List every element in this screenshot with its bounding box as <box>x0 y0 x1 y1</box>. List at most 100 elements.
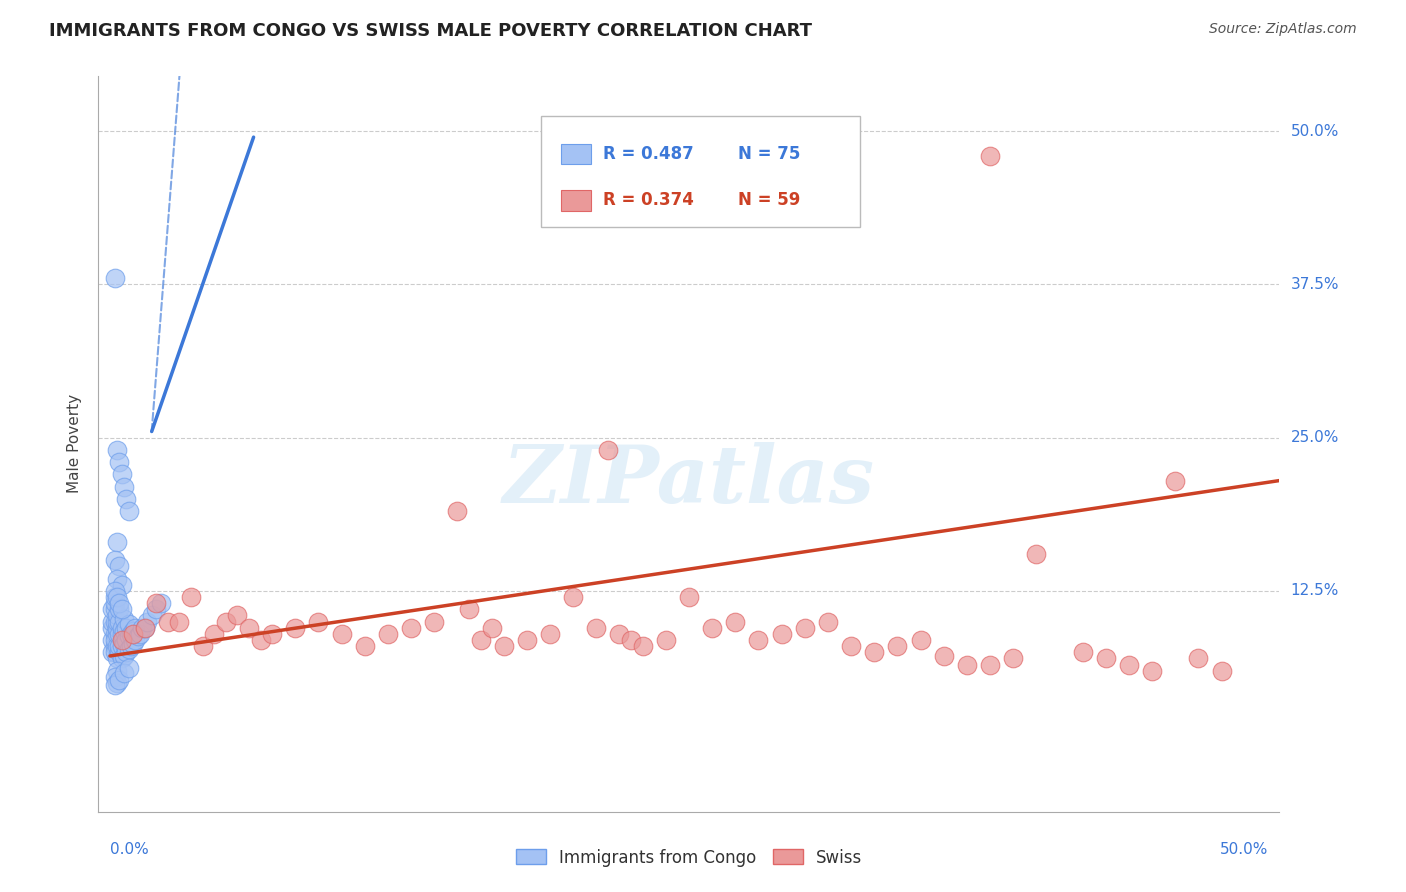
Point <box>129 627 152 641</box>
FancyBboxPatch shape <box>561 144 591 164</box>
Point <box>191 639 214 653</box>
Point <box>110 627 132 641</box>
Point <box>377 627 399 641</box>
Text: N = 59: N = 59 <box>738 192 800 210</box>
Point <box>215 615 238 629</box>
Point <box>117 617 139 632</box>
Point <box>134 621 156 635</box>
Point <box>127 629 149 643</box>
Point <box>104 645 127 659</box>
Point <box>117 629 139 643</box>
Point <box>101 615 124 629</box>
Point <box>105 627 128 641</box>
Point <box>104 602 127 616</box>
Point <box>307 615 329 629</box>
Point <box>145 602 167 616</box>
Point <box>105 572 128 586</box>
Text: R = 0.374: R = 0.374 <box>603 192 693 210</box>
Point <box>1211 664 1233 678</box>
Point <box>886 639 908 653</box>
Point <box>104 633 127 648</box>
Point <box>1164 474 1187 488</box>
Point <box>101 602 124 616</box>
Point <box>108 559 131 574</box>
Point <box>956 657 979 672</box>
Text: 37.5%: 37.5% <box>1291 277 1339 292</box>
Point <box>238 621 260 635</box>
Point <box>492 639 515 653</box>
Point <box>110 602 132 616</box>
Point <box>562 590 585 604</box>
Point <box>770 627 793 641</box>
Point <box>104 590 127 604</box>
FancyBboxPatch shape <box>561 190 591 211</box>
Point <box>112 480 135 494</box>
Point <box>631 639 654 653</box>
Point <box>932 648 955 663</box>
Point <box>724 615 747 629</box>
Point <box>202 627 225 641</box>
Point <box>108 615 131 629</box>
Point <box>399 621 422 635</box>
Point <box>863 645 886 659</box>
Point <box>115 633 138 648</box>
Point <box>226 608 249 623</box>
Point <box>105 608 128 623</box>
Point <box>585 621 607 635</box>
Point <box>112 666 135 681</box>
Point <box>1140 664 1163 678</box>
Point <box>105 676 128 690</box>
Y-axis label: Male Poverty: Male Poverty <box>67 394 83 493</box>
Text: N = 75: N = 75 <box>738 145 800 163</box>
Point <box>117 661 139 675</box>
Point <box>124 621 146 635</box>
Point <box>104 678 127 692</box>
Point <box>108 627 131 641</box>
Point <box>104 596 127 610</box>
FancyBboxPatch shape <box>541 116 860 227</box>
Point <box>1187 651 1209 665</box>
Point <box>122 624 145 639</box>
Point <box>910 633 932 648</box>
Point <box>124 633 146 648</box>
Text: IMMIGRANTS FROM CONGO VS SWISS MALE POVERTY CORRELATION CHART: IMMIGRANTS FROM CONGO VS SWISS MALE POVE… <box>49 22 813 40</box>
Point <box>180 590 202 604</box>
Point <box>596 442 619 457</box>
Point <box>104 670 127 684</box>
Point <box>104 639 127 653</box>
Point <box>700 621 723 635</box>
Point <box>1118 657 1140 672</box>
Point <box>115 621 138 635</box>
Point <box>793 621 815 635</box>
Point <box>120 639 142 653</box>
Point <box>108 596 131 610</box>
Point <box>747 633 769 648</box>
Point <box>110 651 132 665</box>
Point <box>979 148 1001 162</box>
Legend: Immigrants from Congo, Swiss: Immigrants from Congo, Swiss <box>509 842 869 873</box>
Point <box>134 621 156 635</box>
Point <box>105 442 128 457</box>
Point <box>149 596 172 610</box>
Point <box>112 624 135 639</box>
Point <box>839 639 862 653</box>
Point <box>101 621 124 635</box>
Point <box>117 504 139 518</box>
Point <box>105 621 128 635</box>
Point <box>104 553 127 567</box>
Point <box>481 621 503 635</box>
Point <box>108 455 131 469</box>
Point <box>1071 645 1094 659</box>
Point <box>516 633 538 648</box>
Point <box>108 639 131 653</box>
Point <box>353 639 375 653</box>
Point <box>108 673 131 688</box>
Point <box>262 627 284 641</box>
Point <box>458 602 481 616</box>
Text: Source: ZipAtlas.com: Source: ZipAtlas.com <box>1209 22 1357 37</box>
Point <box>108 645 131 659</box>
Text: 0.0%: 0.0% <box>110 842 149 857</box>
Point <box>108 602 131 616</box>
Point <box>979 657 1001 672</box>
Point <box>446 504 468 518</box>
